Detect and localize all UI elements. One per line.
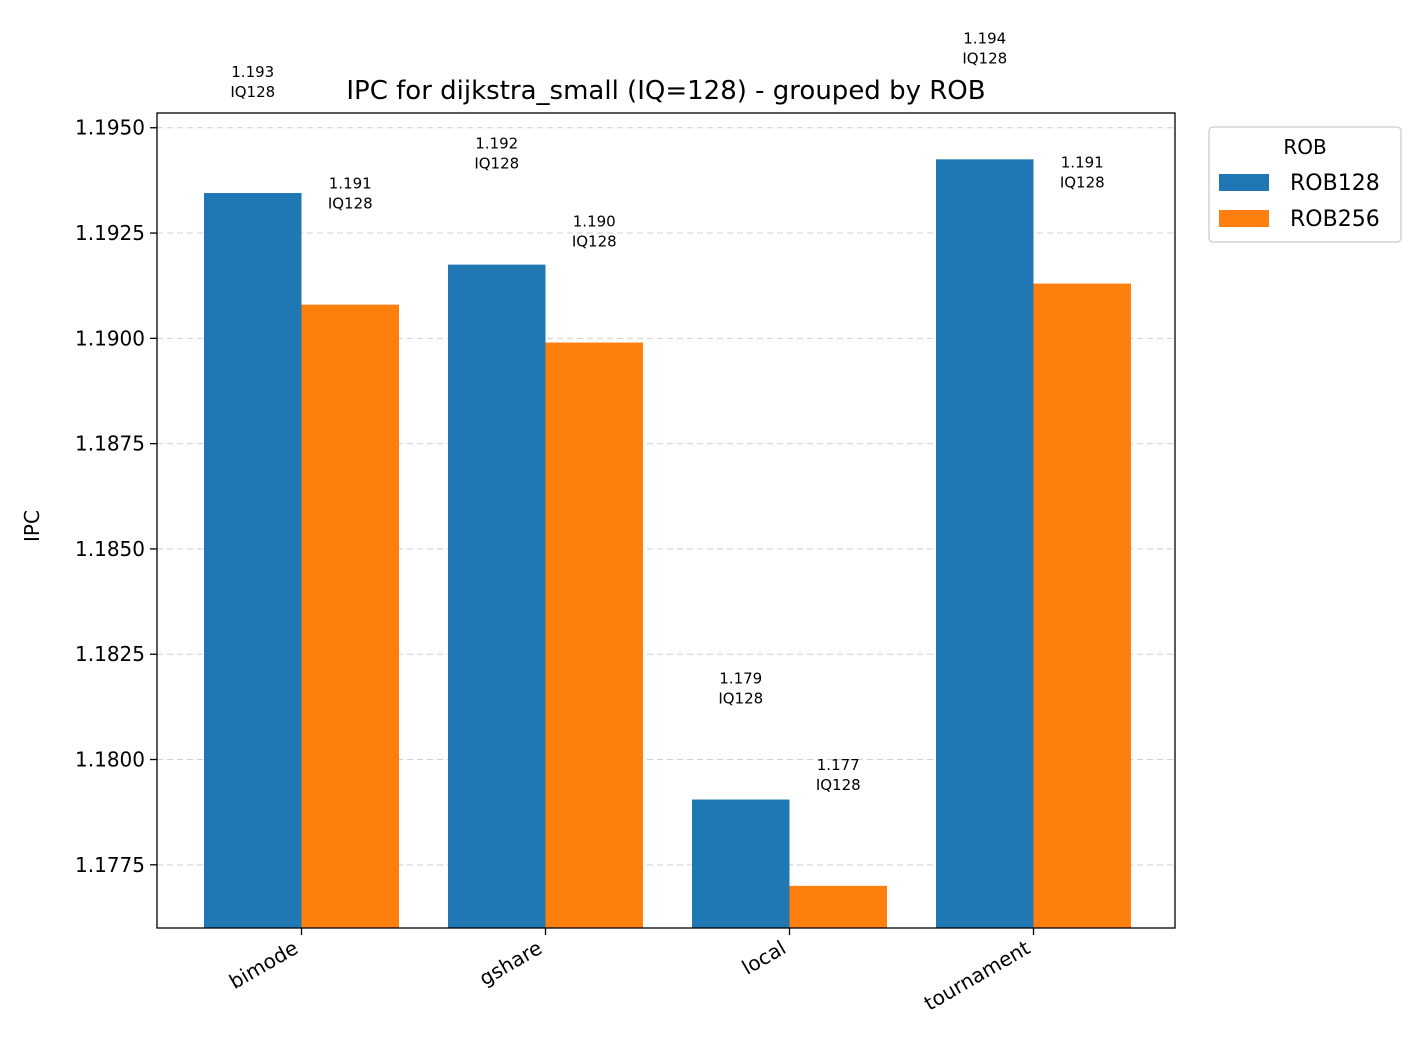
y-tick-label: 1.1825 [75, 642, 145, 666]
bar-rob128-gshare [448, 264, 546, 928]
y-tick-label: 1.1925 [75, 221, 145, 245]
bar-rob256-local [789, 885, 887, 928]
y-tick-label: 1.1950 [75, 116, 145, 140]
y-tick-label: 1.1775 [75, 853, 145, 877]
bar-rob256-gshare [545, 342, 643, 928]
y-tick-label: 1.1850 [75, 537, 145, 561]
bar-rob128-local [692, 799, 790, 928]
bar-rob128-tournament [936, 159, 1034, 928]
y-tick-label: 1.1800 [75, 748, 145, 772]
data-label: 1.194 IQ128 [962, 29, 1007, 67]
plot-frame [156, 112, 1176, 929]
chart-title: IPC for dijkstra_small (IQ=128) - groupe… [346, 76, 985, 106]
legend-title: ROB [1283, 135, 1326, 159]
data-label: 1.177 IQ128 [816, 756, 861, 794]
y-tick-label: 1.1900 [75, 326, 145, 350]
data-label: 1.191 IQ128 [328, 175, 373, 213]
data-label: 1.192 IQ128 [474, 135, 519, 173]
data-labels: 1.193 IQ128 1.191 IQ128 1.192 IQ128 1.190 IQ128… [230, 29, 1104, 794]
legend-label-rob128: ROB128 [1290, 171, 1380, 196]
x-tick-label: tournament [920, 935, 1034, 1015]
legend-items: ROB128 ROB256 [1219, 171, 1380, 232]
legend: ROB ROB128 ROB256 [1208, 126, 1402, 243]
bar-rob128-bimode [204, 193, 302, 929]
bars [204, 159, 1131, 929]
data-label: 1.190 IQ128 [572, 213, 617, 251]
y-tick-label: 1.1875 [75, 432, 145, 456]
x-tick-label: local [738, 936, 790, 980]
legend-label-rob256: ROB256 [1290, 207, 1380, 232]
data-label: 1.193 IQ128 [230, 63, 275, 101]
data-label: 1.179 IQ128 [718, 670, 763, 708]
bar-rob256-tournament [1033, 283, 1131, 928]
x-tick-label: gshare [475, 936, 546, 991]
data-label: 1.191 IQ128 [1060, 154, 1105, 192]
y-axis-label: IPC [20, 510, 44, 542]
bar-rob256-bimode [301, 304, 399, 928]
legend-swatch-rob128 [1219, 174, 1269, 191]
x-tick-label: bimode [225, 936, 302, 994]
legend-swatch-rob256 [1219, 210, 1269, 227]
